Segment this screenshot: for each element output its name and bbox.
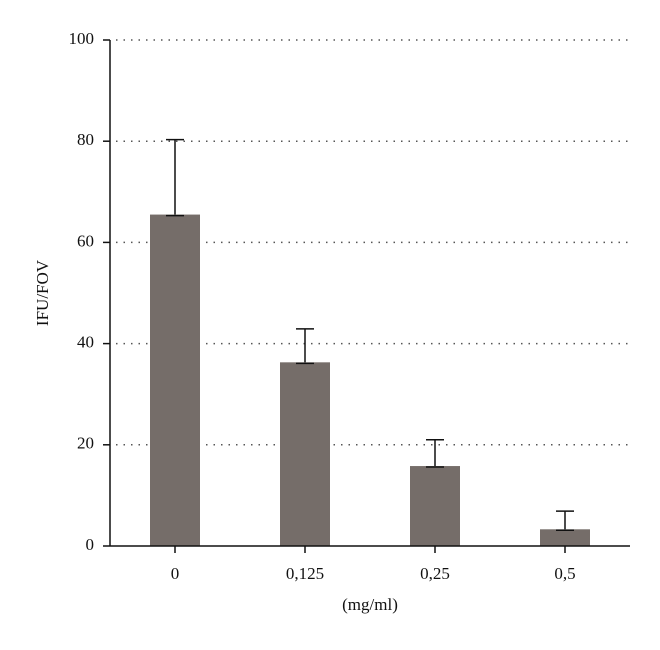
x-tick-label: 0 [171,564,180,583]
bar [410,466,460,546]
x-axis-label: (mg/ml) [342,595,398,614]
x-tick-label: 0,25 [420,564,450,583]
x-tick-label: 0,125 [286,564,324,583]
x-tick-label: 0,5 [554,564,575,583]
y-axis-label: IFU/FOV [33,259,52,326]
error-bar [426,438,444,468]
y-tick-label: 80 [77,130,94,149]
bar [540,529,590,546]
y-tick-label: 100 [69,29,95,48]
error-bar [166,138,184,217]
y-tick-label: 20 [77,434,94,453]
error-bar [556,510,574,532]
bar [280,362,330,546]
error-bar [296,328,314,365]
y-tick-label: 60 [77,231,94,250]
y-tick-label: 40 [77,333,94,352]
bar [150,214,200,546]
y-tick-label: 0 [86,535,95,554]
